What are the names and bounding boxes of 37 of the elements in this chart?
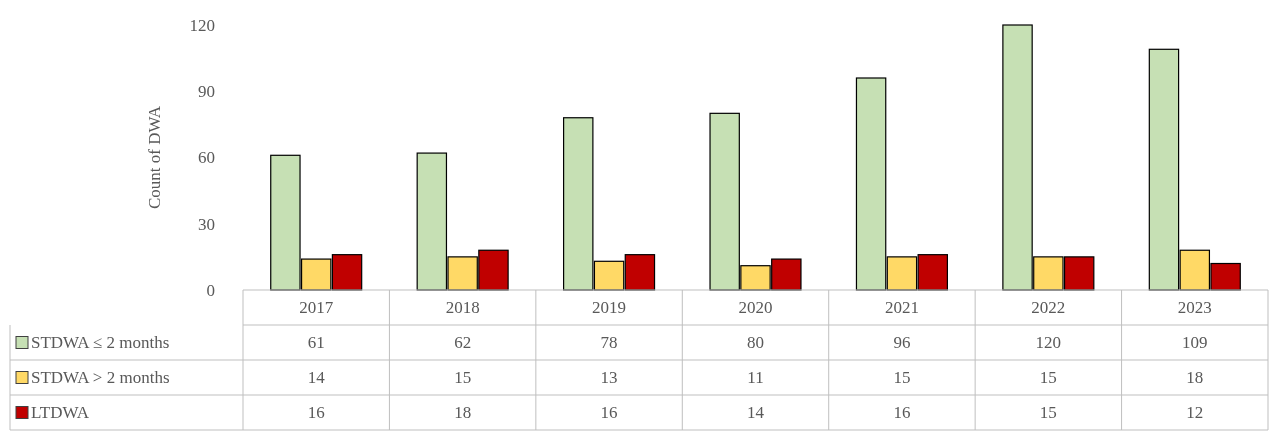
- data-label: 80: [747, 333, 764, 353]
- y-tick-label: 60: [198, 148, 215, 168]
- x-tick-label: 2020: [738, 298, 773, 318]
- data-label: 16: [307, 403, 325, 423]
- data-label: 109: [1182, 333, 1208, 353]
- x-tick-label: 2021: [884, 298, 919, 318]
- data-label: 15: [893, 368, 911, 388]
- x-tick-label: 2018: [445, 298, 480, 318]
- x-tick-label: 2017: [299, 298, 334, 318]
- data-label: 120: [1035, 333, 1062, 353]
- data-label: 62: [454, 333, 472, 353]
- y-tick-label: 0: [206, 280, 215, 300]
- x-tick-label: 2023: [1177, 298, 1212, 318]
- data-label: 78: [600, 333, 618, 353]
- data-label: 18: [454, 403, 472, 423]
- data-label: 12: [1186, 403, 1204, 423]
- data-label: 14: [747, 403, 765, 423]
- data-label: 13: [600, 368, 618, 388]
- y-tick-label: 90: [198, 82, 215, 102]
- legend-label: STDWA ≤ 2 months: [31, 333, 170, 353]
- y-tick-label: 30: [198, 214, 215, 234]
- data-label: 15: [454, 368, 472, 388]
- legend-label: STDWA > 2 months: [31, 368, 170, 388]
- x-tick-label: 2019: [592, 298, 627, 318]
- data-label: 61: [307, 333, 325, 353]
- y-tick-label: 120: [189, 15, 215, 35]
- y-axis-title: Count of DWA: [145, 105, 164, 209]
- data-label: 15: [1039, 368, 1057, 388]
- data-label: 18: [1186, 368, 1204, 388]
- data-label: 14: [307, 368, 326, 388]
- data-label: 16: [893, 403, 911, 423]
- data-label: 96: [893, 333, 911, 353]
- data-label: 15: [1039, 403, 1057, 423]
- legend-label: LTDWA: [31, 403, 90, 423]
- data-label: 16: [600, 403, 618, 423]
- x-tick-label: 2022: [1031, 298, 1066, 318]
- data-label: 11: [747, 368, 764, 388]
